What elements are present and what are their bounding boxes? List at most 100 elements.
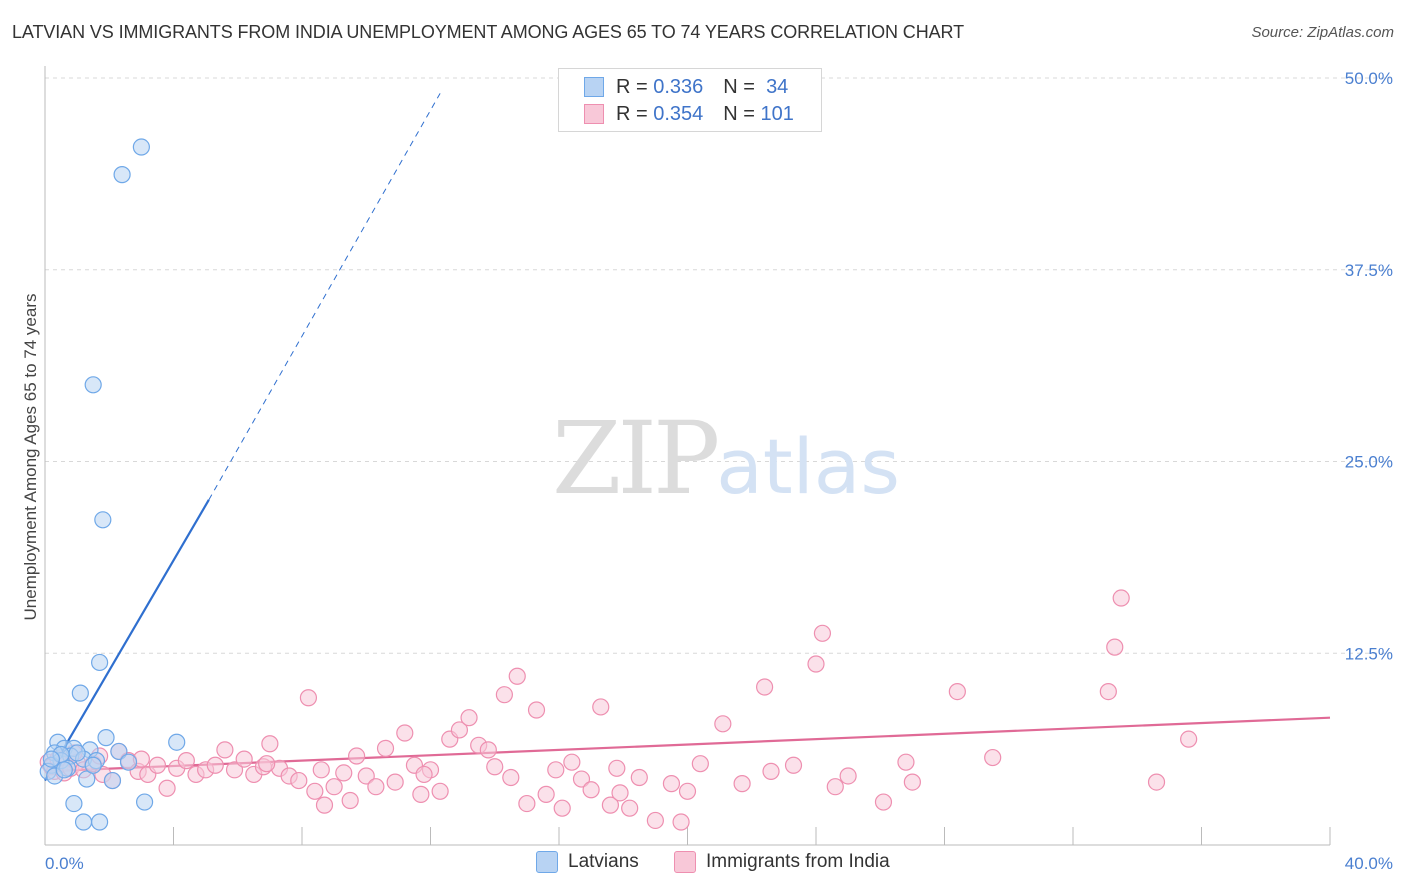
series-legend-india: Immigrants from India — [674, 851, 890, 873]
india-point — [1112, 589, 1130, 607]
india-point — [714, 715, 732, 733]
watermark-zip: ZIP — [552, 400, 720, 517]
latvian-point — [84, 376, 102, 394]
r-label: R = — [616, 102, 648, 125]
y-tick-label: 25.0% — [1345, 453, 1393, 472]
india-point — [1180, 730, 1198, 748]
india-n-value: 101 — [760, 102, 794, 125]
latvian-point — [113, 166, 131, 184]
gridlines — [45, 77, 1392, 654]
india-point — [662, 775, 681, 793]
india-point — [1147, 773, 1166, 791]
india-point — [261, 735, 279, 753]
india-point — [299, 689, 318, 707]
india-point — [367, 778, 385, 796]
india-point — [158, 779, 176, 797]
india-point — [177, 752, 195, 770]
india-point — [325, 778, 343, 796]
india-point — [608, 759, 626, 777]
india-point — [495, 686, 513, 704]
correlation-legend: R = 0.336 N = 34 R = 0.354 N = 101 — [558, 68, 822, 132]
latvians-n-value: 34 — [766, 75, 789, 98]
latvian-point — [65, 794, 83, 813]
r-label: R = — [616, 75, 648, 98]
legend-row-india: R = 0.354 N = 101 — [584, 102, 794, 126]
latvian-point — [119, 753, 138, 771]
x-tick-label: 0.0% — [45, 854, 84, 873]
latvian-trend-line — [44, 499, 210, 782]
india-point — [784, 756, 803, 774]
latvian-point — [135, 793, 154, 811]
india-point — [431, 782, 449, 800]
india-point — [678, 782, 697, 800]
india-point — [813, 624, 832, 642]
india-point — [621, 799, 639, 817]
latvian-trend-extension — [208, 93, 441, 501]
india-point — [235, 750, 253, 768]
latvian-point — [74, 813, 93, 831]
india-point — [335, 764, 353, 782]
india-point — [839, 767, 857, 785]
x-tick-label: 40.0% — [1345, 854, 1393, 873]
latvian-point — [42, 750, 61, 768]
india-point — [948, 682, 966, 701]
latvian-point — [91, 653, 109, 672]
india-point — [874, 793, 893, 811]
india-point — [415, 765, 433, 784]
latvian-point — [168, 733, 186, 751]
india-point — [357, 767, 375, 785]
india-point — [396, 724, 414, 742]
data-points — [39, 138, 1198, 831]
india-point — [553, 799, 571, 817]
latvians-legend-label: Latvians — [568, 851, 639, 872]
india-point — [572, 770, 591, 788]
india-legend-label: Immigrants from India — [706, 851, 890, 872]
india-point — [412, 785, 430, 803]
india-point — [306, 782, 324, 800]
n-label: N = — [723, 102, 755, 125]
latvian-point — [103, 771, 122, 790]
india-point — [527, 701, 546, 719]
india-point — [148, 756, 167, 774]
watermark: ZIPatlas — [552, 400, 900, 517]
y-tick-label: 50.0% — [1345, 69, 1393, 88]
india-point — [258, 755, 276, 773]
axes — [44, 66, 1331, 846]
india-point — [518, 794, 536, 813]
latvian-point — [97, 729, 115, 747]
latvian-point — [68, 744, 86, 762]
y-axis-label: Unemployment Among Ages 65 to 74 years — [21, 294, 40, 621]
india-point — [225, 761, 244, 779]
watermark-atlas: atlas — [716, 422, 900, 511]
india-point — [206, 756, 224, 774]
india-point — [672, 813, 690, 831]
chart-title: LATVIAN VS IMMIGRANTS FROM INDIA UNEMPLO… — [12, 22, 964, 42]
source-credit: Source: ZipAtlas.com — [1251, 24, 1394, 41]
india-point — [733, 775, 751, 793]
legend-row-latvians: R = 0.336 N = 34 — [584, 75, 788, 99]
india-point — [450, 721, 469, 739]
axis-ticks: 12.5% 25.0% 37.5% 50.0% 0.0% 40.0% — [45, 69, 1393, 873]
india-point — [1099, 682, 1117, 701]
india-point — [502, 768, 520, 787]
india-point — [903, 773, 921, 791]
latvian-point — [91, 813, 109, 831]
india-point — [755, 678, 774, 696]
india-point — [582, 781, 600, 799]
india-point — [479, 741, 497, 759]
latvians-r-value: 0.336 — [653, 75, 704, 98]
y-tick-label: 37.5% — [1345, 261, 1393, 280]
latvian-point — [94, 511, 112, 529]
latvians-legend-swatch — [536, 851, 558, 873]
series-legend-latvians: Latvians — [536, 851, 639, 873]
india-swatch — [584, 104, 604, 124]
india-point — [897, 753, 915, 771]
india-point — [312, 761, 330, 779]
n-label: N = — [723, 75, 755, 98]
india-point — [547, 761, 565, 779]
latvian-point — [84, 756, 102, 774]
india-point — [691, 755, 709, 773]
india-point — [984, 748, 1002, 767]
india-point — [611, 784, 629, 802]
